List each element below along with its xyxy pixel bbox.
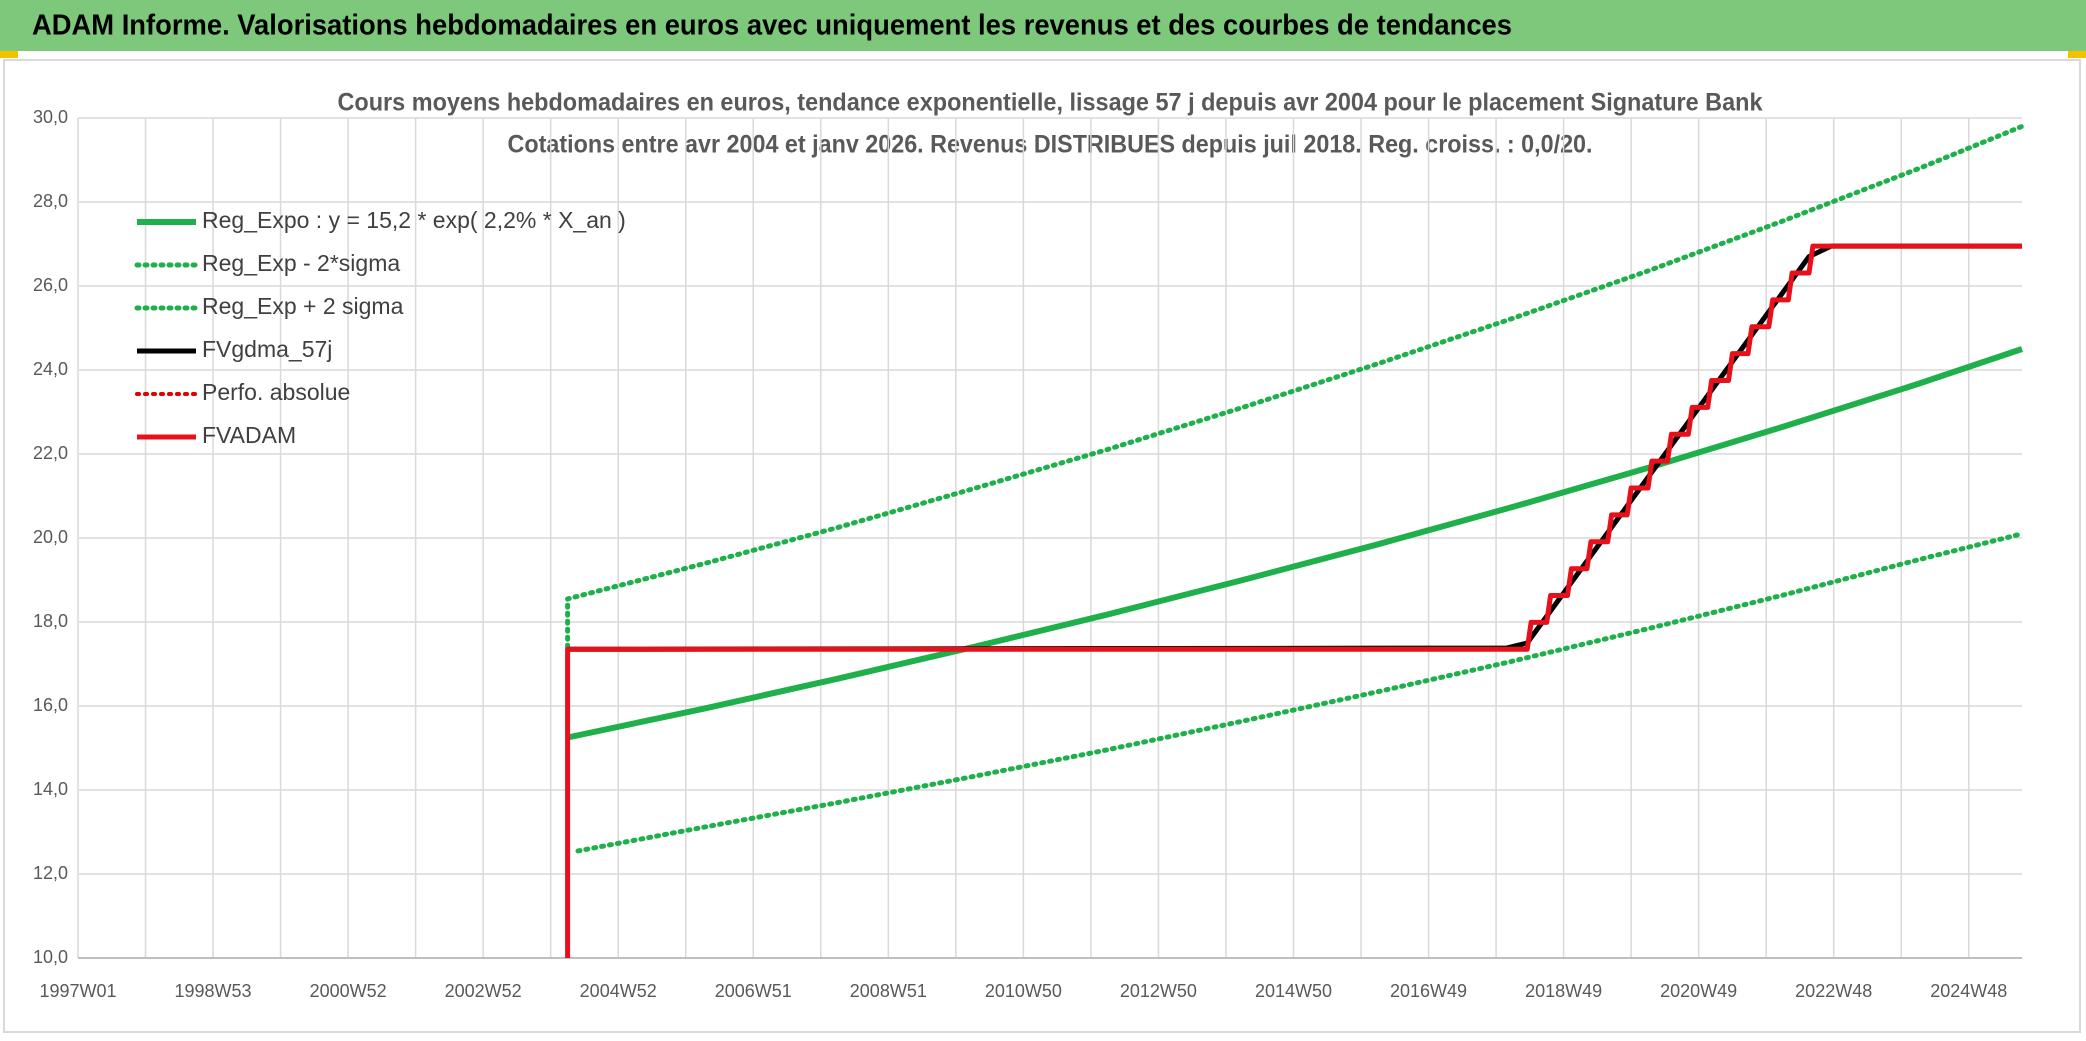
series-line [565,243,2022,958]
legend-label: Perfo. absolue [202,379,350,405]
series-line [575,531,2025,854]
x-tick-label: 2018W49 [1525,981,1602,1001]
corner [0,51,18,58]
x-tick-label: 2016W49 [1390,981,1467,1001]
legend-label: Reg_Exp - 2*sigma [202,250,400,276]
chart-subtitle: Cotations entre avr 2004 et janv 2026. R… [508,131,1593,159]
y-tick-label: 14,0 [33,779,68,799]
x-tick-label: 1998W53 [175,981,252,1001]
series-line [565,123,2025,650]
x-tick-label: 2008W51 [850,981,927,1001]
x-tick-label: 2024W48 [1930,981,2007,1001]
y-tick-label: 20,0 [33,527,68,547]
legend-label: FVADAM [202,422,296,448]
header-title: ADAM Informe. Valorisations hebdomadaire… [32,10,1512,42]
y-tick-label: 10,0 [33,947,68,967]
y-tick-label: 24,0 [33,359,68,379]
legend-label: Reg_Exp + 2 sigma [202,293,404,319]
x-tick-label: 1997W01 [39,981,116,1001]
x-tick-label: 2020W49 [1660,981,1737,1001]
series-line [566,346,2023,741]
chart-frame [3,59,2081,1033]
x-tick-label: 2000W52 [310,981,387,1001]
legend-label: Reg_Expo : y = 15,2 * exp( 2,2% * X_an ) [202,207,626,233]
x-tick-label: 2010W50 [985,981,1062,1001]
y-tick-label: 16,0 [33,695,68,715]
y-tick-label: 28,0 [33,191,68,211]
y-tick-label: 26,0 [33,275,68,295]
y-tick-label: 22,0 [33,443,68,463]
x-tick-label: 2012W50 [1120,981,1197,1001]
grid [77,117,2022,959]
x-tick-label: 2014W50 [1255,981,1332,1001]
y-tick-label: 18,0 [33,611,68,631]
y-tick-label: 12,0 [33,863,68,883]
x-tick-label: 2022W48 [1795,981,1872,1001]
chart-title: Cours moyens hebdomadaires en euros, ten… [338,89,1763,117]
header-bar [0,0,2086,51]
legend-label: FVgdma_57j [202,336,332,362]
y-tick-label: 30,0 [33,107,68,127]
x-tick-label: 2004W52 [580,981,657,1001]
corner [2068,51,2086,58]
x-tick-label: 2002W52 [445,981,522,1001]
x-tick-label: 2006W51 [715,981,792,1001]
